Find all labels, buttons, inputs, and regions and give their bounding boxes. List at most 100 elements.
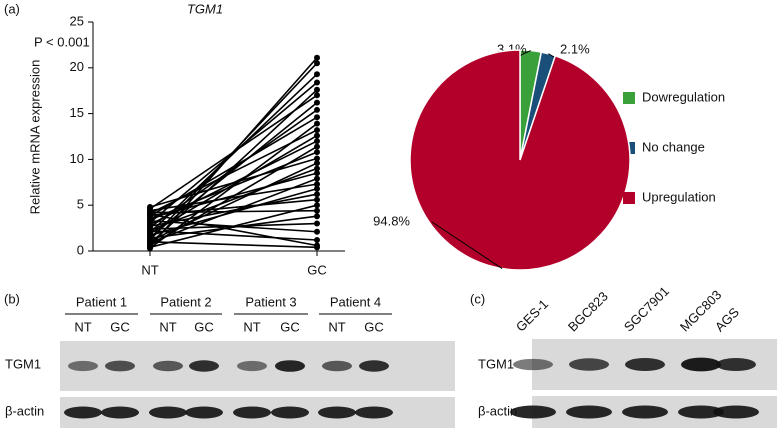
band <box>189 360 219 372</box>
y-axis-label: Relative mRNA expression <box>27 60 42 215</box>
point <box>314 127 320 134</box>
group-label: Patient 1 <box>76 294 127 309</box>
point <box>314 165 320 172</box>
value-label: 2.1% <box>560 41 590 56</box>
point <box>314 149 320 156</box>
legend-label: Upregulation <box>642 189 716 204</box>
lane-label: NT <box>159 319 176 334</box>
band <box>149 406 187 419</box>
point <box>147 217 153 224</box>
pair-line <box>149 183 318 212</box>
point <box>147 238 153 245</box>
pair-line <box>149 172 318 219</box>
band <box>233 406 271 419</box>
band <box>185 406 223 419</box>
point <box>314 155 320 162</box>
point <box>314 191 320 198</box>
point <box>147 244 153 251</box>
band <box>105 360 135 372</box>
lane-label: GC <box>194 319 214 334</box>
point <box>314 71 320 78</box>
y-tick-label: 0 <box>77 242 84 257</box>
point <box>314 185 320 192</box>
point <box>314 207 320 214</box>
pair-line <box>149 219 318 233</box>
point <box>314 132 320 139</box>
pair-line <box>149 109 318 228</box>
group-label: Patient 3 <box>245 294 296 309</box>
point <box>314 237 320 244</box>
legend-label: Dowregulation <box>642 89 725 104</box>
y-tick-label: 20 <box>70 59 84 74</box>
lane-label: GES-1 <box>513 296 551 334</box>
chart-title: TGM1 <box>187 1 223 16</box>
band <box>678 405 724 419</box>
group-label: Patient 4 <box>330 294 381 309</box>
band <box>275 360 305 372</box>
group-label: Patient 2 <box>160 294 211 309</box>
point <box>314 196 320 203</box>
point <box>314 120 320 127</box>
lane-label: NT <box>74 319 91 334</box>
point <box>314 92 320 99</box>
point <box>314 60 320 67</box>
lane-label: BGC823 <box>565 289 611 335</box>
point <box>314 213 320 220</box>
leader <box>431 221 503 269</box>
point <box>314 220 320 227</box>
point <box>314 114 320 121</box>
band <box>359 360 389 372</box>
panel-label: (a) <box>4 1 20 16</box>
row-label: TGM1 <box>5 356 41 371</box>
pie-slice <box>409 49 631 271</box>
band <box>68 360 98 372</box>
point <box>314 99 320 106</box>
point <box>314 143 320 150</box>
panel-label: (b) <box>4 291 20 306</box>
point <box>314 160 320 167</box>
band <box>101 406 139 419</box>
lane-label: SGC7901 <box>621 284 672 335</box>
band <box>622 405 668 419</box>
band <box>322 360 352 372</box>
pair-line <box>149 241 318 249</box>
pair-line <box>149 215 318 239</box>
pair-line <box>149 193 318 228</box>
pair-line <box>149 129 318 215</box>
lane-label: AGS <box>712 304 742 334</box>
band <box>510 405 556 419</box>
band <box>681 357 721 372</box>
point <box>314 138 320 145</box>
row-label: β-actin <box>478 403 517 418</box>
band <box>566 405 612 419</box>
band <box>513 358 553 371</box>
x-tick-label: NT <box>141 262 158 277</box>
band <box>716 357 756 372</box>
point <box>314 228 320 235</box>
legend-label: No change <box>642 139 705 154</box>
band <box>569 358 609 371</box>
row-label: β-actin <box>5 403 44 418</box>
point <box>314 106 320 113</box>
lane-label: GC <box>280 319 300 334</box>
point <box>314 202 320 209</box>
lane-label: GC <box>110 319 130 334</box>
lane-label: GC <box>364 319 384 334</box>
pair-line <box>149 157 318 208</box>
pair-line <box>149 94 318 210</box>
band <box>355 406 393 419</box>
pair-line <box>149 230 318 241</box>
lane-label: NT <box>243 319 260 334</box>
band <box>271 406 309 419</box>
point <box>314 54 320 61</box>
point <box>147 227 153 234</box>
leader <box>548 53 555 58</box>
point <box>314 244 320 251</box>
point <box>147 211 153 218</box>
value-label: 94.8% <box>373 213 410 228</box>
y-tick-label: 25 <box>70 13 84 28</box>
pair-line <box>149 213 318 247</box>
panel-label: (c) <box>470 291 485 306</box>
point <box>314 181 320 188</box>
